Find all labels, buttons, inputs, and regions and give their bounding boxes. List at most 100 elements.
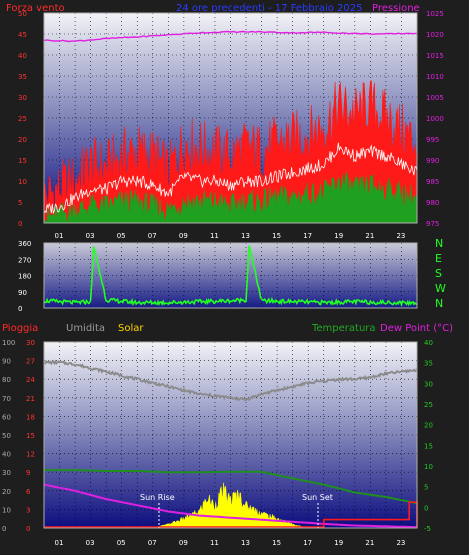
wind-tick-label: 40 — [18, 52, 27, 60]
direction-series — [43, 245, 418, 308]
temperature-tick-label: 0 — [424, 504, 428, 512]
temperature-tick-label: 30 — [424, 380, 433, 388]
humidity-axis-label: Umidita — [66, 323, 105, 334]
humidity-tick-label: 10 — [2, 506, 11, 514]
x-tick-label: 03 — [86, 539, 95, 547]
direction-y-axis: 0 90 180 270 360 — [18, 240, 31, 313]
compass-label: S — [435, 267, 442, 280]
rain-y-axis: 0 3 6 9 12 15 18 21 24 27 30 — [26, 339, 35, 533]
wind-tick-label: 45 — [18, 31, 27, 39]
x-tick-label: 15 — [272, 232, 281, 240]
rain-tick-label: 24 — [26, 376, 35, 384]
x-tick-label: 21 — [365, 539, 374, 547]
rain-tick-label: 15 — [26, 432, 35, 440]
wind-tick-label: 25 — [18, 115, 27, 123]
humidity-tick-label: 0 — [2, 525, 6, 533]
x-tick-label: 17 — [303, 539, 312, 547]
temperature-tick-label: 25 — [424, 401, 433, 409]
wind-min-series — [43, 171, 418, 224]
x-tick-label: 21 — [365, 232, 374, 240]
direction-tick-label: 360 — [18, 240, 31, 248]
rain-tick-label: 6 — [26, 488, 31, 496]
dewpoint-axis-label: Dew Point (°C) — [380, 323, 453, 334]
wind-axis-label: Forza vento — [6, 3, 65, 14]
rain-axis-label: Pioggia — [2, 323, 38, 334]
x-tick-label: 09 — [179, 539, 188, 547]
pressure-y-axis: 975 980 985 990 995 1000 1005 1010 1015 1020 1025 — [426, 10, 444, 228]
sunrise-label: Sun Rise — [140, 493, 175, 502]
wind-tick-label: 10 — [18, 178, 27, 186]
humidity-tick-label: 20 — [2, 488, 11, 496]
temperature-tick-label: 40 — [424, 339, 433, 347]
wind-tick-label: 20 — [18, 136, 27, 144]
wind-avg-series — [43, 142, 418, 214]
rain-tick-label: 21 — [26, 395, 35, 403]
temperature-tick-label: 35 — [424, 360, 433, 368]
solar-series — [152, 482, 309, 529]
x-tick-label: 07 — [148, 232, 157, 240]
direction-grid — [43, 242, 418, 309]
rain-tick-label: 0 — [26, 525, 30, 533]
humidity-series — [43, 359, 418, 402]
wind-tick-label: 5 — [18, 199, 22, 207]
pressure-tick-label: 985 — [426, 178, 439, 186]
sunset-label: Sun Set — [302, 493, 333, 502]
pressure-tick-label: 990 — [426, 157, 439, 165]
pressure-tick-label: 980 — [426, 199, 439, 207]
temperature-series — [44, 469, 418, 505]
temperature-axis-label: Temperatura — [311, 323, 376, 334]
x-tick-label: 01 — [55, 539, 64, 547]
pressure-axis-label: Pressione — [372, 3, 420, 14]
rain-tick-label: 3 — [26, 506, 30, 514]
humidity-tick-label: 100 — [2, 339, 15, 347]
compass-label: E — [435, 252, 442, 265]
chart-title: 24 ore precedenti - 17 Febbraio 2025 — [176, 3, 363, 14]
direction-tick-label: 270 — [18, 256, 31, 264]
temperature-tick-label: 20 — [424, 422, 433, 430]
wind-tick-label: 0 — [18, 220, 22, 228]
x-tick-label: 15 — [272, 539, 281, 547]
pressure-tick-label: 975 — [426, 220, 439, 228]
wind-y-axis: 0 5 10 15 20 25 30 35 40 45 50 — [18, 10, 27, 228]
compass-label: W — [435, 282, 446, 295]
humidity-tick-label: 70 — [2, 395, 11, 403]
wind-tick-label: 15 — [18, 157, 27, 165]
temperature-tick-label: 5 — [424, 484, 428, 492]
humidity-tick-label: 30 — [2, 469, 11, 477]
humidity-tick-label: 50 — [2, 432, 11, 440]
wind-max-series — [43, 80, 418, 224]
pressure-tick-label: 1000 — [426, 115, 444, 123]
x-tick-label: 19 — [334, 232, 343, 240]
direction-tick-label: 90 — [18, 289, 27, 297]
x-tick-label: 23 — [396, 539, 405, 547]
humidity-x-axis: 01 03 05 07 09 11 13 15 17 19 21 23 — [55, 539, 406, 547]
x-tick-label: 19 — [334, 539, 343, 547]
compass-label: N — [435, 297, 443, 310]
x-tick-label: 05 — [117, 232, 126, 240]
x-tick-label: 03 — [86, 232, 95, 240]
x-tick-label: 13 — [241, 232, 250, 240]
direction-series — [43, 245, 418, 308]
humidity-tick-label: 60 — [2, 413, 11, 421]
pressure-tick-label: 1010 — [426, 73, 444, 81]
humidity-tick-label: 80 — [2, 376, 11, 384]
wind-tick-label: 35 — [18, 73, 27, 81]
x-tick-label: 01 — [55, 232, 64, 240]
pressure-tick-label: 1025 — [426, 10, 444, 18]
temperature-tick-label: 10 — [424, 463, 433, 471]
x-tick-label: 17 — [303, 232, 312, 240]
humidity-y-axis: 0 10 20 30 40 50 60 70 80 90 100 — [2, 339, 15, 533]
rain-tick-label: 12 — [26, 451, 35, 459]
rain-series — [44, 501, 418, 528]
x-tick-label: 07 — [148, 539, 157, 547]
rain-tick-label: 27 — [26, 358, 35, 366]
temperature-y-axis: -5 0 5 10 15 20 25 30 35 40 — [424, 339, 433, 533]
humidity-series — [43, 359, 418, 529]
pressure-tick-label: 1015 — [426, 52, 444, 60]
x-tick-label: 11 — [210, 232, 219, 240]
wind-tick-label: 30 — [18, 94, 27, 102]
pressure-tick-label: 1005 — [426, 94, 444, 102]
solar-axis-label: Solar — [118, 323, 144, 334]
